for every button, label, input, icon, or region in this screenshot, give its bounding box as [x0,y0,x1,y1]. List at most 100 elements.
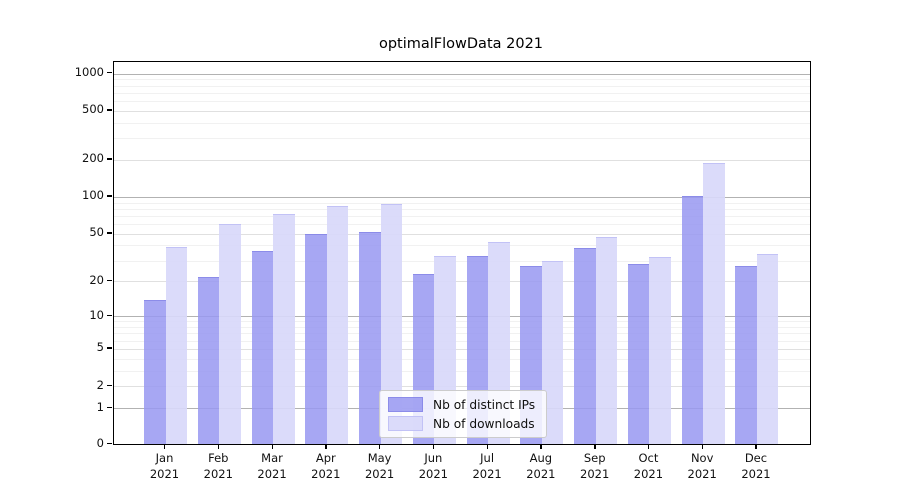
y-tick-mark [107,384,112,387]
x-tick-mark [164,444,166,449]
y-gridline-minor [114,202,810,204]
y-tick-mark [107,232,112,234]
x-tick-mark [540,444,542,449]
legend-swatch [388,416,423,431]
bar-distinct-ips [144,299,166,444]
y-tick-mark [107,347,112,349]
x-tick-month: Nov [690,451,714,465]
bar-distinct-ips [574,248,596,444]
y-tick-label: 50 [89,225,104,240]
x-tick-label: Nov 2021 [674,451,730,482]
bar-distinct-ips [681,195,704,444]
x-tick-label: Oct 2021 [620,451,676,482]
x-tick-year: 2021 [687,466,717,481]
x-tick-mark [647,444,650,449]
y-gridline-minor [114,321,810,323]
x-tick-month: Apr [315,451,336,465]
y-gridline [114,281,810,283]
y-gridline [114,316,810,318]
bar-downloads [326,206,349,444]
y-tick-mark [107,109,112,111]
legend-swatch [388,397,423,412]
x-tick-year: 2021 [472,466,502,481]
y-gridline-minor [114,358,810,360]
bar-downloads [541,260,564,444]
y-tick-label: 100 [82,188,104,203]
y-gridline [114,73,810,75]
y-tick-label: 0 [96,436,104,450]
x-tick-label: Jul 2021 [459,451,515,482]
legend-item: Nb of downloads [388,416,535,431]
x-tick-mark [217,444,220,449]
x-tick-month: Sep [583,451,606,465]
y-gridline-minor [114,92,810,94]
bar-downloads [756,253,779,444]
x-tick-label: Jun 2021 [405,451,461,482]
plot-area [113,61,811,445]
y-gridline [114,196,810,198]
x-tick-month: Mar [261,451,283,465]
bar-distinct-ips [359,231,381,444]
x-tick-mark [486,444,488,449]
x-tick-mark [755,444,757,449]
legend-label: Nb of downloads [433,416,535,431]
x-tick-mark [325,444,327,449]
legend: Nb of distinct IPs Nb of downloads [379,390,548,438]
x-tick-year: 2021 [311,466,341,481]
x-tick-month: Jul [480,451,495,465]
y-gridline [114,159,810,161]
x-tick-year: 2021 [149,466,180,481]
x-tick-month: Jan [155,451,174,465]
x-tick-month: Feb [208,451,229,465]
y-tick-mark [107,195,112,197]
y-gridline-minor [114,85,810,87]
x-tick-label: Jan 2021 [137,451,193,482]
x-tick-year: 2021 [418,466,448,481]
bar-distinct-ips [627,264,650,444]
y-tick-mark [107,443,112,445]
y-tick-label: 20 [89,272,104,287]
x-tick-year: 2021 [257,466,287,481]
x-tick-label: Aug 2021 [513,451,569,482]
y-tick-mark [107,406,112,408]
y-tick-mark [107,72,112,74]
x-tick-label: Apr 2021 [298,451,354,482]
y-gridline-minor [114,224,810,226]
y-tick-label: 5 [96,340,104,355]
bar-downloads [273,213,295,444]
x-tick-year: 2021 [580,466,610,481]
x-tick-month: May [367,451,392,465]
x-tick-label: Dec 2021 [728,451,784,482]
bar-downloads [595,236,618,444]
bar-distinct-ips [735,265,757,444]
bar-downloads [703,163,725,444]
y-gridline-minor [114,100,810,102]
y-gridline-minor [114,245,810,247]
x-tick-label: May 2021 [352,451,408,482]
y-tick-mark [107,158,112,160]
legend-item: Nb of distinct IPs [388,397,535,412]
y-gridline [114,348,810,350]
y-tick-label: 500 [82,102,104,117]
bar-downloads [165,246,187,444]
x-tick-month: Jun [424,451,443,465]
y-gridline-minor [114,215,810,217]
y-gridline-minor [114,333,810,335]
x-tick-mark [701,444,704,449]
x-tick-month: Dec [744,451,768,465]
bar-downloads [380,204,403,444]
y-gridline-minor [114,327,810,329]
y-gridline-minor [114,79,810,81]
x-tick-mark [594,444,596,449]
y-tick-mark [107,279,112,282]
y-tick-label: 2 [96,377,104,392]
y-tick-mark [107,314,112,317]
x-tick-label: Sep 2021 [567,451,623,482]
legend-label: Nb of distinct IPs [433,397,536,412]
x-tick-label: Feb 2021 [190,451,246,482]
y-gridline-minor [114,138,810,140]
x-tick-year: 2021 [741,466,771,481]
x-tick-year: 2021 [364,466,395,481]
bar-distinct-ips [251,250,274,444]
